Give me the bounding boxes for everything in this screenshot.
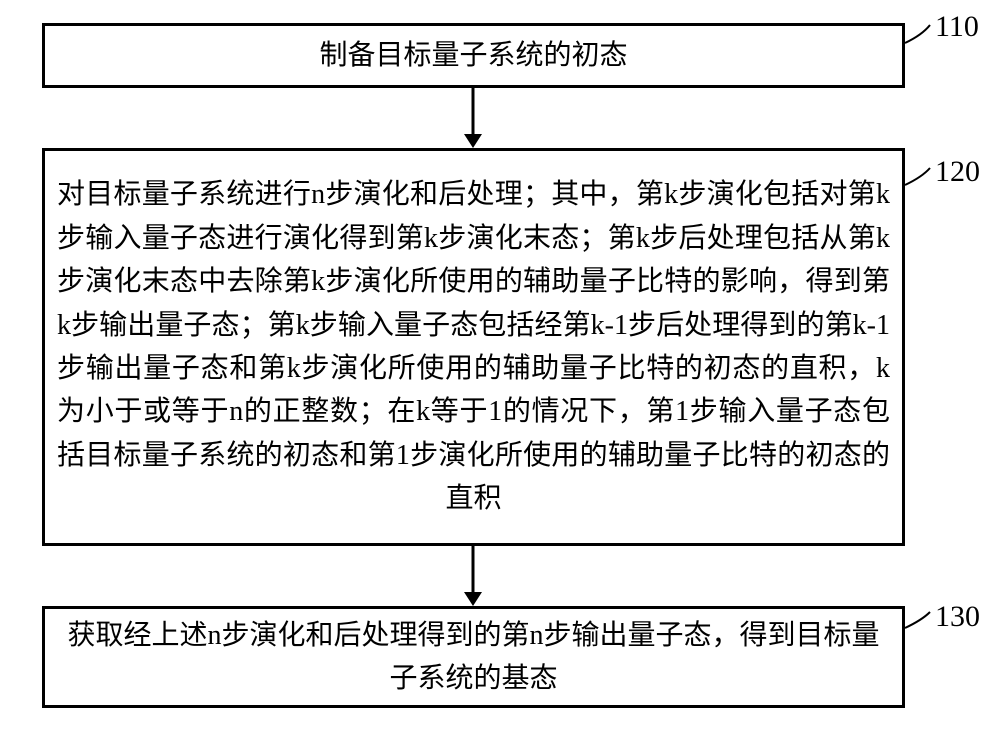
- flowchart-canvas: 制备目标量子系统的初态 对目标量子系统进行n步演化和后处理；其中，第k步演化包括…: [0, 0, 1000, 737]
- leader-110: [905, 25, 930, 43]
- step-120-box: 对目标量子系统进行n步演化和后处理；其中，第k步演化包括对第k步输入量子态进行演…: [42, 148, 905, 546]
- step-130-text: 获取经上述n步演化和后处理得到的第n步输出量子态，得到目标量子系统的基态: [45, 614, 902, 701]
- step-120-text: 对目标量子系统进行n步演化和后处理；其中，第k步演化包括对第k步输入量子态进行演…: [45, 173, 902, 520]
- leader-120: [905, 168, 930, 185]
- step-110-box: 制备目标量子系统的初态: [42, 23, 905, 88]
- step-120-label: 120: [935, 155, 980, 189]
- step-110-label: 110: [935, 10, 979, 44]
- step-130-box: 获取经上述n步演化和后处理得到的第n步输出量子态，得到目标量子系统的基态: [42, 606, 905, 708]
- arrow-110-to-120: [464, 88, 482, 148]
- leader-130: [905, 612, 930, 628]
- step-110-text: 制备目标量子系统的初态: [45, 34, 902, 77]
- arrow-120-to-130: [464, 546, 482, 606]
- step-130-label: 130: [935, 600, 980, 634]
